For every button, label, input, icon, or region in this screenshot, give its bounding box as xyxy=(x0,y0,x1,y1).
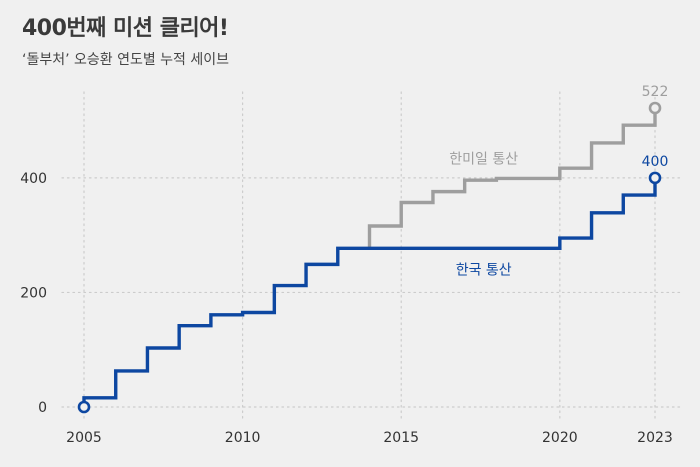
grid-lines xyxy=(61,91,683,421)
x-tick-labels: 2005 2010 2015 2020 2023 xyxy=(66,430,673,446)
y-tick-labels: 0 200 400 xyxy=(20,171,47,416)
x-tick-label: 2005 xyxy=(66,430,102,446)
end-value-label-combined: 522 xyxy=(642,84,669,100)
series-line-korea xyxy=(82,177,657,407)
y-tick-label: 400 xyxy=(20,171,47,187)
series-label-combined: 한미일 통산 xyxy=(449,152,518,168)
start-marker xyxy=(77,400,91,414)
x-tick-label: 2020 xyxy=(542,430,578,446)
x-tick-label: 2015 xyxy=(383,430,419,446)
chart-subtitle: ‘돌부처’ 오승환 연도별 누적 세이브 xyxy=(22,52,230,68)
endpoint-markers xyxy=(77,101,662,414)
x-tick-label: 2023 xyxy=(637,430,673,446)
y-tick-label: 0 xyxy=(38,400,47,416)
end-marker-korea xyxy=(648,171,662,185)
series-line-combined xyxy=(367,108,657,249)
x-tick-label: 2010 xyxy=(225,430,261,446)
series-lines xyxy=(82,108,657,407)
series-label-korea: 한국 통산 xyxy=(456,262,512,278)
end-marker-combined xyxy=(648,101,662,115)
y-tick-label: 200 xyxy=(20,285,47,301)
chart-title: 400번째 미션 클리어! xyxy=(22,16,229,41)
end-value-label-korea: 400 xyxy=(642,154,669,170)
